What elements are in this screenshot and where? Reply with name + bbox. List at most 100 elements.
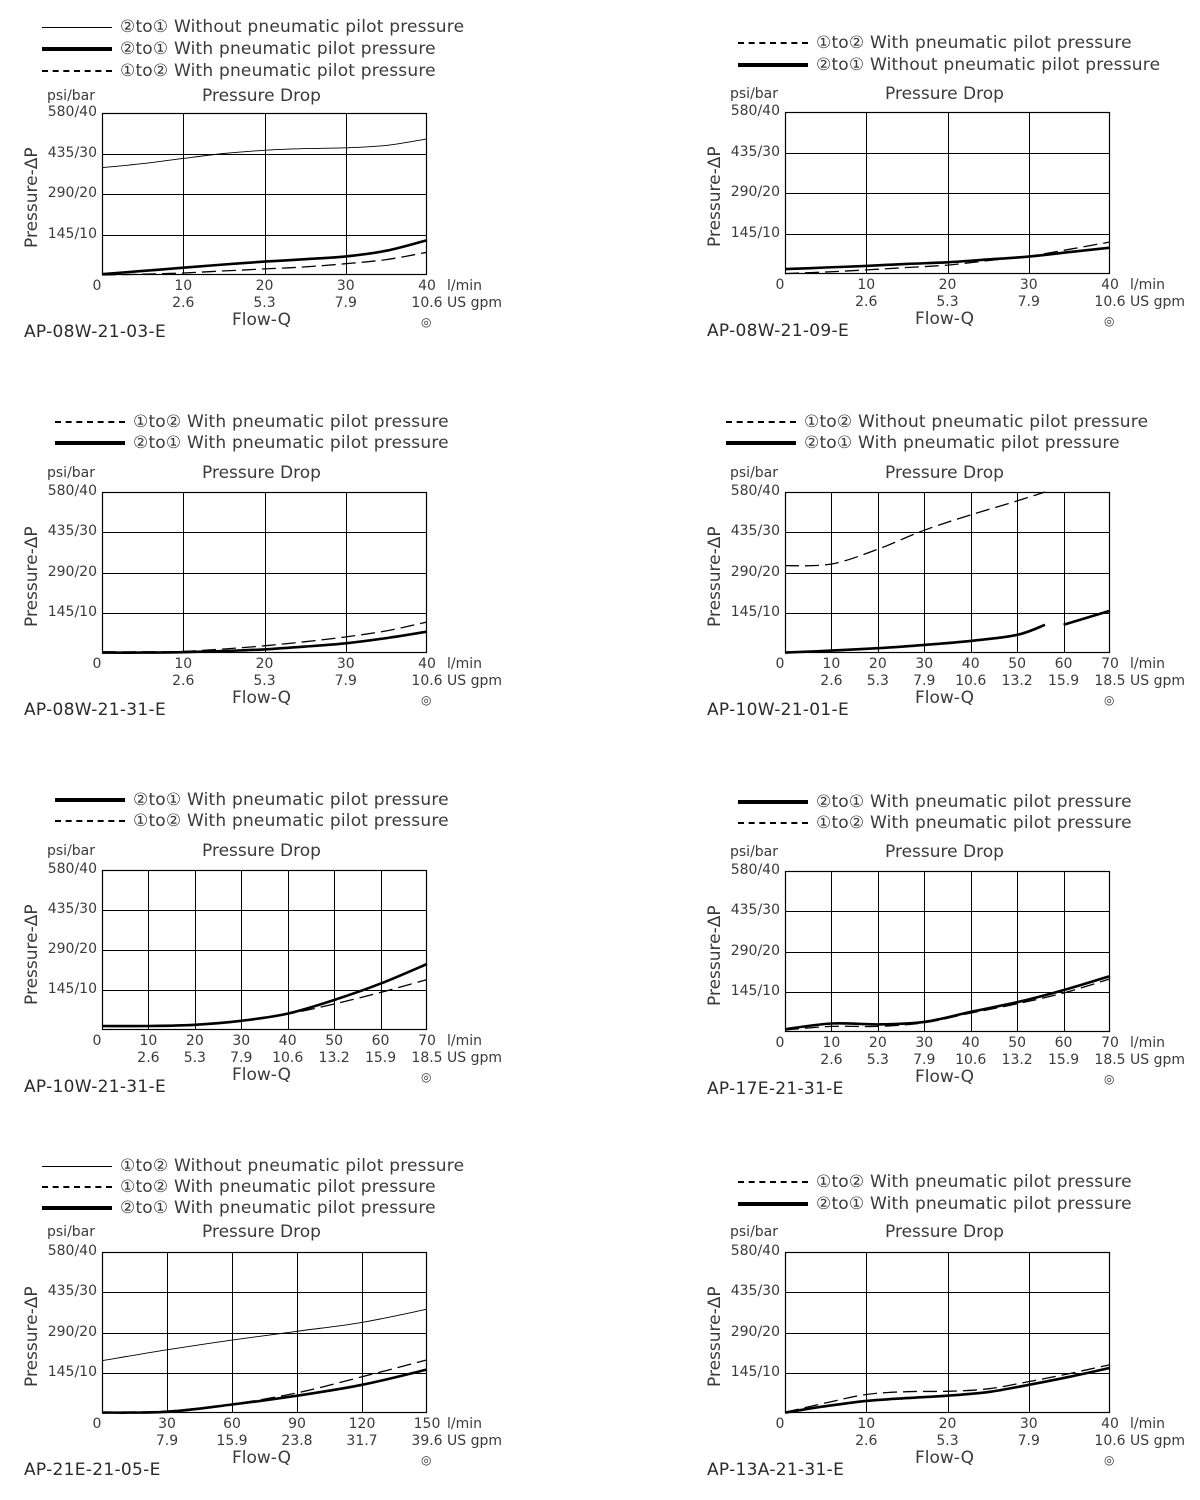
y-unit-label: psi/bar	[47, 843, 96, 859]
x-tick-label: 60	[1054, 656, 1073, 672]
x-tick-gpm-label: 2.6	[855, 1433, 878, 1449]
y-tick-label: 435/30	[730, 902, 780, 919]
model-code: AP-08W-21-31-E	[24, 700, 167, 720]
legend-line-thick-icon	[42, 47, 112, 51]
x-tick-label: 40	[418, 278, 436, 294]
x-unit-lmin: l/min	[447, 278, 483, 294]
x-tick-gpm-label: 23.8	[281, 1433, 313, 1449]
plot-area	[784, 491, 1111, 654]
legend-label: ②to① With pneumatic pilot pressure	[804, 433, 1120, 453]
series-line-dashed	[784, 491, 1046, 567]
x-tick-gpm-label: 10.6	[955, 673, 987, 689]
legend-label: ①to② With pneumatic pilot pressure	[816, 813, 1132, 833]
series-line-thick	[784, 623, 1046, 654]
y-unit-label: psi/bar	[730, 86, 779, 102]
chart-title: Pressure Drop	[885, 842, 1004, 862]
x-tick-gpm-label: 7.9	[913, 673, 936, 689]
x-unit-gpm: US gpm	[1130, 673, 1185, 689]
x-tick-label: 70	[418, 1033, 436, 1049]
legend-label: ①to② With pneumatic pilot pressure	[133, 811, 449, 831]
x-tick-label: 50	[325, 1033, 344, 1049]
y-tick-label: 145/10	[730, 224, 780, 241]
y-tick-label: 145/10	[47, 225, 97, 242]
legend-label: ①to② With pneumatic pilot pressure	[120, 1177, 436, 1197]
x-tick-label: 40	[1101, 277, 1119, 293]
target-icon: ◎	[421, 1453, 432, 1467]
target-icon: ◎	[421, 1070, 432, 1084]
legend-line-thick-icon	[42, 1206, 112, 1210]
x-tick-gpm-label: 2.6	[820, 1052, 843, 1068]
x-unit-gpm: US gpm	[1130, 294, 1185, 310]
chart-title: Pressure Drop	[885, 84, 1004, 104]
x-tick-label: 20	[185, 1033, 204, 1049]
legend-label: ①to② Without pneumatic pilot pressure	[120, 1156, 465, 1176]
x-tick-gpm-label: 2.6	[820, 673, 843, 689]
x-tick-label: 20	[868, 656, 887, 672]
y-tick-label: 290/20	[47, 941, 97, 957]
target-icon: ◎	[1104, 693, 1115, 707]
x-unit-gpm: US gpm	[1130, 1052, 1185, 1068]
chart-title: Pressure Drop	[885, 463, 1004, 483]
x-tick-gpm-label: 15.9	[1047, 1052, 1080, 1068]
x-tick-gpm-label: 2.6	[172, 673, 195, 689]
x-tick-label: 10	[857, 1416, 876, 1432]
x-tick-gpm-label: 5.3	[936, 1433, 959, 1449]
x-tick-label: 10	[174, 656, 193, 672]
x-tick-label: 20	[255, 656, 274, 672]
x-tick-gpm-label: 5.3	[183, 1050, 206, 1066]
x-tick-gpm-label: 7.9	[1017, 1433, 1040, 1449]
y-unit-label: psi/bar	[47, 88, 96, 104]
legend-label: ②to① Without pneumatic pilot pressure	[816, 55, 1161, 75]
x-tick-label: 20	[938, 277, 957, 293]
x-tick-gpm-label: 7.9	[155, 1433, 179, 1449]
legend-label: ②to① With pneumatic pilot pressure	[120, 39, 436, 59]
x-unit-lmin: l/min	[447, 1416, 483, 1432]
x-tick-label: 20	[255, 278, 274, 294]
legend-line-dashed-icon	[42, 1186, 112, 1188]
x-tick-label: 20	[868, 1035, 887, 1051]
legend-line-dashed-icon	[726, 421, 796, 423]
x-axis-label: Flow-Q	[232, 1448, 291, 1468]
x-axis-label: Flow-Q	[232, 688, 291, 708]
x-tick-gpm-label: 7.9	[1017, 294, 1040, 310]
x-tick-gpm-label: 10.6	[272, 1050, 304, 1066]
x-unit-gpm: US gpm	[447, 1433, 502, 1449]
x-tick-label: 0	[92, 1033, 102, 1049]
x-unit-lmin: l/min	[447, 1033, 483, 1049]
series-line-dashed	[784, 1364, 1111, 1413]
x-tick-gpm-label: 5.3	[253, 295, 276, 311]
x-unit-gpm: US gpm	[447, 673, 502, 689]
x-tick-gpm-label: 18.5	[1094, 673, 1126, 689]
y-tick-label: 580/40	[47, 861, 97, 877]
y-tick-label: 580/40	[47, 483, 97, 499]
x-tick-label: 0	[775, 656, 785, 672]
y-tick-label: 580/40	[730, 483, 780, 499]
x-tick-label: 20	[938, 1416, 957, 1432]
series-line-thick	[784, 1366, 1111, 1414]
series-line-dashed	[101, 251, 428, 276]
legend-line-dashed-icon	[42, 70, 112, 72]
chart-title: Pressure Drop	[202, 463, 321, 483]
y-tick-label: 435/30	[730, 523, 780, 540]
x-tick-label: 40	[1101, 1416, 1119, 1432]
y-tick-label: 145/10	[730, 603, 780, 620]
model-code: AP-10W-21-31-E	[24, 1077, 167, 1097]
x-tick-gpm-label: 18.5	[411, 1050, 443, 1066]
x-unit-lmin: l/min	[1130, 1035, 1166, 1051]
series-line-thick	[101, 962, 428, 1028]
legend-line-dashed-icon	[55, 820, 125, 822]
x-tick-gpm-label: 5.3	[866, 673, 889, 689]
legend-label: ②to① Without pneumatic pilot pressure	[120, 17, 465, 37]
x-tick-gpm-label: 5.3	[253, 673, 276, 689]
x-tick-label: 60	[371, 1033, 390, 1049]
y-tick-label: 580/40	[47, 1243, 97, 1259]
x-tick-gpm-label: 10.6	[411, 673, 443, 689]
x-unit-gpm: US gpm	[447, 295, 502, 311]
x-axis-label: Flow-Q	[915, 1067, 974, 1087]
target-icon: ◎	[1104, 1072, 1115, 1086]
plot-area	[784, 111, 1111, 275]
model-code: AP-10W-21-01-E	[707, 700, 850, 720]
x-tick-label: 70	[1101, 1035, 1119, 1051]
x-tick-label: 30	[915, 1035, 934, 1051]
x-tick-label: 0	[92, 278, 102, 294]
